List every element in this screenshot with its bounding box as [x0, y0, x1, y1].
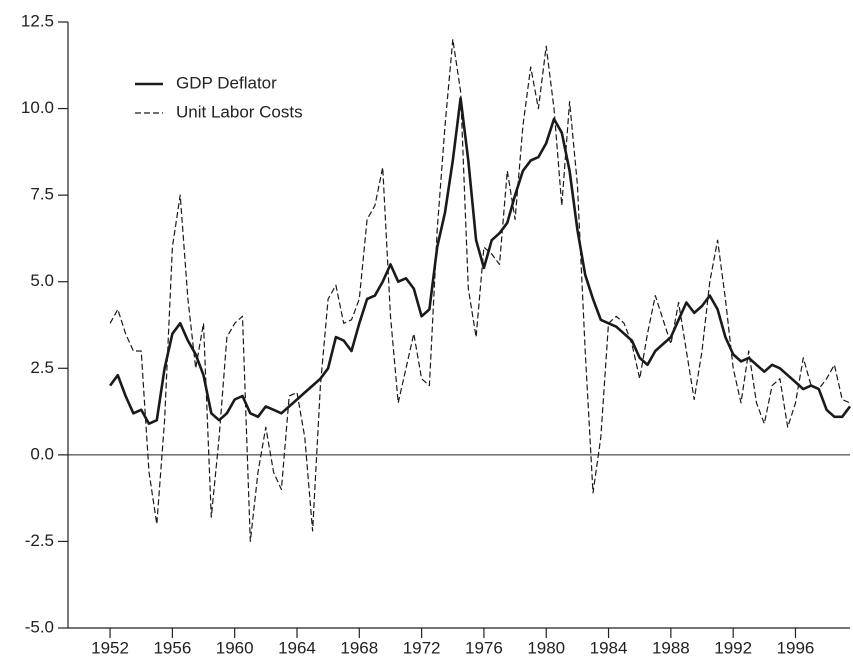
x-tick-label: 1984 — [590, 638, 628, 657]
legend-label: GDP Deflator — [176, 73, 277, 92]
y-tick-label: 10.0 — [21, 98, 54, 117]
x-tick-label: 1988 — [652, 638, 690, 657]
series-line — [109, 38, 851, 542]
x-tick-label: 1972 — [403, 638, 441, 657]
x-tick-label: 1976 — [465, 638, 503, 657]
y-tick-label: 5.0 — [30, 271, 54, 290]
x-tick-label: 1980 — [527, 638, 565, 657]
x-tick-label: 1960 — [216, 638, 254, 657]
y-tick-label: -2.5 — [25, 531, 54, 550]
y-tick-label: 0.0 — [30, 444, 54, 463]
x-tick-label: 1964 — [278, 638, 316, 657]
x-tick-label: 1956 — [153, 638, 191, 657]
y-tick-label: -5.0 — [25, 617, 54, 636]
x-tick-label: 1952 — [91, 638, 129, 657]
legend-label: Unit Labor Costs — [176, 102, 303, 121]
x-tick-label: 1996 — [777, 638, 815, 657]
x-tick-label: 1968 — [340, 638, 378, 657]
y-tick-label: 7.5 — [30, 185, 54, 204]
x-tick-label: 1992 — [714, 638, 752, 657]
series-line — [109, 96, 852, 425]
y-tick-label: 12.5 — [21, 11, 54, 30]
y-tick-label: 2.5 — [30, 358, 54, 377]
